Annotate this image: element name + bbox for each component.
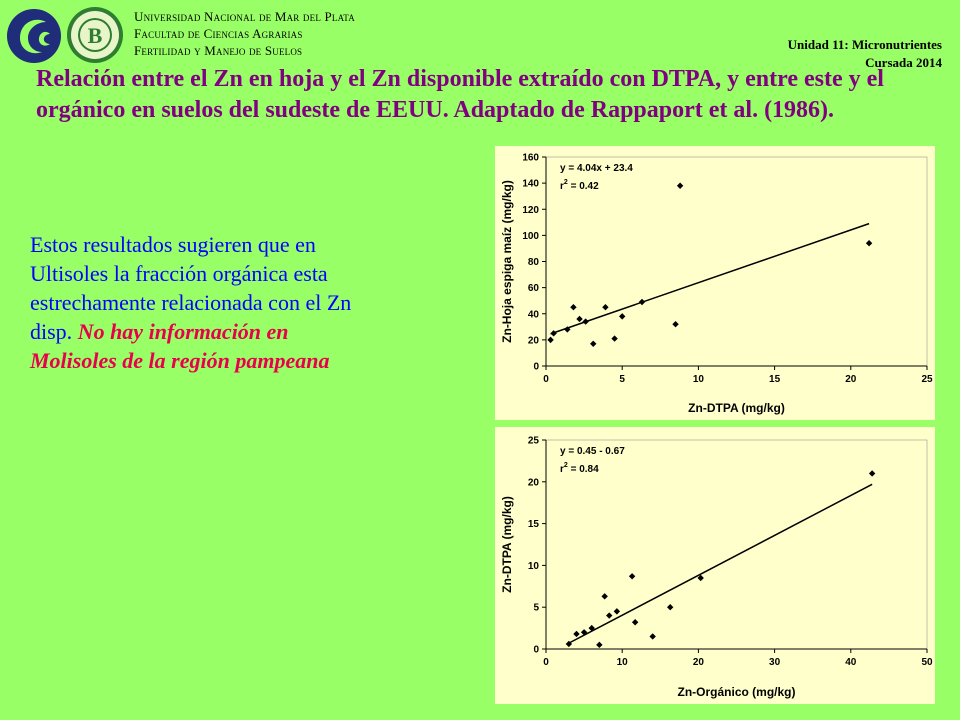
y-tick-label: 80 bbox=[528, 257, 540, 268]
institution-block: Universidad Nacional de Mar del Plata Fa… bbox=[134, 8, 355, 59]
trend-line bbox=[550, 222, 870, 335]
r2-label: r2 = 0.42 bbox=[560, 179, 599, 192]
y-tick-label: 120 bbox=[522, 205, 539, 216]
x-tick-label: 25 bbox=[921, 374, 933, 385]
data-point bbox=[865, 240, 873, 247]
x-tick-label: 40 bbox=[845, 657, 857, 668]
data-point bbox=[676, 182, 684, 189]
data-point bbox=[565, 640, 573, 648]
x-tick-label: 0 bbox=[543, 657, 549, 668]
y-axis-label: Zn-Hoja espiga maíz (mg/kg) bbox=[500, 180, 514, 343]
faculty-seal-logo: B bbox=[66, 6, 124, 64]
unit-block: Unidad 11: Micronutrientes Cursada 2014 bbox=[788, 36, 942, 72]
y-tick-label: 160 bbox=[522, 153, 539, 164]
y-tick-label: 0 bbox=[533, 645, 539, 656]
x-tick-label: 15 bbox=[769, 374, 781, 385]
x-tick-label: 5 bbox=[619, 374, 625, 385]
data-point bbox=[570, 304, 577, 311]
y-tick-label: 20 bbox=[528, 477, 540, 488]
seal-letter: B bbox=[88, 23, 103, 48]
data-point bbox=[868, 470, 876, 477]
equation-label: y = 4.04x + 23.4 bbox=[560, 163, 633, 174]
data-point bbox=[550, 330, 557, 337]
trend-line bbox=[568, 483, 873, 644]
y-tick-label: 140 bbox=[522, 179, 539, 190]
chart-zn-leaf-vs-dtpa: 0 20 40 60 80 100 120 140 160 0 5 10 15 20 25 Zn-DTPA (… bbox=[495, 146, 935, 420]
equation-label: y = 0.45 - 0.67 bbox=[560, 446, 625, 457]
scatter-plot-svg: 0 5 10 15 20 25 0 10 20 30 40 50 Zn-Orgánico (mg/kg)… bbox=[500, 436, 933, 700]
chart-zn-dtpa-vs-organic: 0 5 10 15 20 25 0 10 20 30 40 50 Zn-Orgánico (mg/kg)… bbox=[495, 427, 935, 704]
x-tick-label: 50 bbox=[921, 657, 933, 668]
body-text: Estos resultados sugieren que en Ultisol… bbox=[30, 230, 380, 375]
x-tick-label: 30 bbox=[769, 657, 781, 668]
unit-label: Unidad 11: Micronutrientes bbox=[787, 37, 942, 52]
body-main: Estos resultados sugieren que en Ultisol… bbox=[30, 232, 352, 344]
slide-title: Relación entre el Zn en hoja y el Zn dis… bbox=[36, 66, 884, 123]
x-tick-label: 0 bbox=[543, 374, 549, 385]
y-tick-label: 25 bbox=[528, 436, 540, 447]
body-emphasis: No hay información en Molisoles de la re… bbox=[30, 319, 330, 373]
institution-line: Facultad de Ciencias Agrarias bbox=[134, 26, 303, 41]
x-axis-label: Zn-Orgánico (mg/kg) bbox=[678, 685, 796, 699]
y-tick-label: 60 bbox=[528, 283, 540, 294]
plot-area bbox=[545, 439, 928, 650]
institution-line: Fertilidad y Manejo de Suelos bbox=[134, 43, 303, 58]
y-tick-label: 40 bbox=[528, 309, 540, 320]
scatter-plot-svg: 0 20 40 60 80 100 120 140 160 0 5 10 15 20 25 Zn-DTPA (… bbox=[500, 153, 933, 416]
institution-line: Universidad Nacional de Mar del Plata bbox=[134, 9, 355, 24]
r2-label: r2 = 0.84 bbox=[560, 462, 599, 475]
university-logo bbox=[6, 8, 62, 64]
y-tick-label: 5 bbox=[533, 603, 539, 614]
x-axis-label: Zn-DTPA (mg/kg) bbox=[688, 401, 785, 415]
y-tick-label: 0 bbox=[533, 362, 539, 373]
plot-area bbox=[545, 156, 928, 367]
x-tick-label: 10 bbox=[693, 374, 705, 385]
y-tick-label: 20 bbox=[528, 335, 540, 346]
course-label: Cursada 2014 bbox=[865, 55, 942, 70]
y-tick-label: 15 bbox=[528, 519, 540, 530]
y-tick-label: 100 bbox=[522, 231, 539, 242]
y-axis-label: Zn-DTPA (mg/kg) bbox=[500, 496, 514, 593]
data-point bbox=[613, 608, 621, 615]
x-tick-label: 10 bbox=[617, 657, 629, 668]
x-tick-label: 20 bbox=[845, 374, 857, 385]
y-tick-label: 10 bbox=[528, 561, 540, 572]
x-tick-label: 20 bbox=[693, 657, 705, 668]
